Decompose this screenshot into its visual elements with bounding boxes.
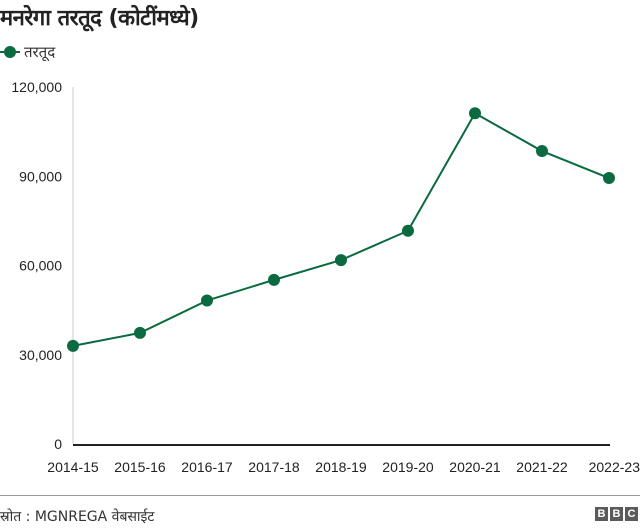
y-tick-label: 30,000: [19, 347, 62, 363]
data-point[interactable]: [603, 172, 615, 185]
y-tick-label: 90,000: [19, 168, 62, 184]
data-point[interactable]: [67, 339, 79, 352]
bbc-logo: B B C: [595, 507, 638, 521]
x-tick-label: 2022-23: [589, 459, 640, 475]
x-tick-label: 2018-19: [315, 459, 367, 475]
data-point[interactable]: [536, 145, 548, 158]
y-tick-label: 60,000: [19, 258, 62, 274]
legend-label: तरतूद: [24, 43, 56, 61]
x-tick-label: 2019-20: [382, 459, 434, 475]
x-tick-label: 2021-22: [516, 459, 568, 475]
data-point[interactable]: [201, 294, 213, 307]
x-tick-label: 2015-16: [114, 459, 166, 475]
data-point[interactable]: [134, 326, 146, 339]
legend: तरतूद: [0, 42, 55, 62]
y-axis: 0 30,000 60,000 90,000 120,000: [11, 79, 74, 452]
series-line: [72, 111, 610, 347]
x-tick-label: 2020-21: [449, 459, 501, 475]
bbc-logo-letter: C: [625, 507, 638, 521]
data-point[interactable]: [335, 254, 347, 267]
x-axis: 2014-15 2015-16 2016-17 2017-18 2018-19 2019-…: [47, 444, 640, 475]
data-series: [67, 107, 615, 352]
line-dot-marker-icon: [0, 46, 20, 58]
footer-divider: [0, 495, 640, 496]
data-point[interactable]: [268, 273, 280, 286]
source-note: स्रोत : MGNREGA वेबसाईट: [0, 509, 155, 525]
y-tick-label: 0: [54, 436, 62, 452]
x-tick-label: 2016-17: [181, 459, 233, 475]
bbc-logo-letter: B: [595, 507, 608, 521]
y-tick-label: 120,000: [11, 79, 62, 95]
data-point[interactable]: [469, 107, 481, 120]
bbc-logo-letter: B: [610, 507, 623, 521]
data-point[interactable]: [402, 224, 414, 237]
chart-title: मनरेगा तरतूद (कोटींमध्ये): [0, 6, 199, 31]
x-tick-label: 2017-18: [248, 459, 300, 475]
line-chart: 0 30,000 60,000 90,000 120,000 2014-15 2015-1…: [11, 79, 640, 475]
x-tick-label: 2014-15: [47, 459, 99, 475]
